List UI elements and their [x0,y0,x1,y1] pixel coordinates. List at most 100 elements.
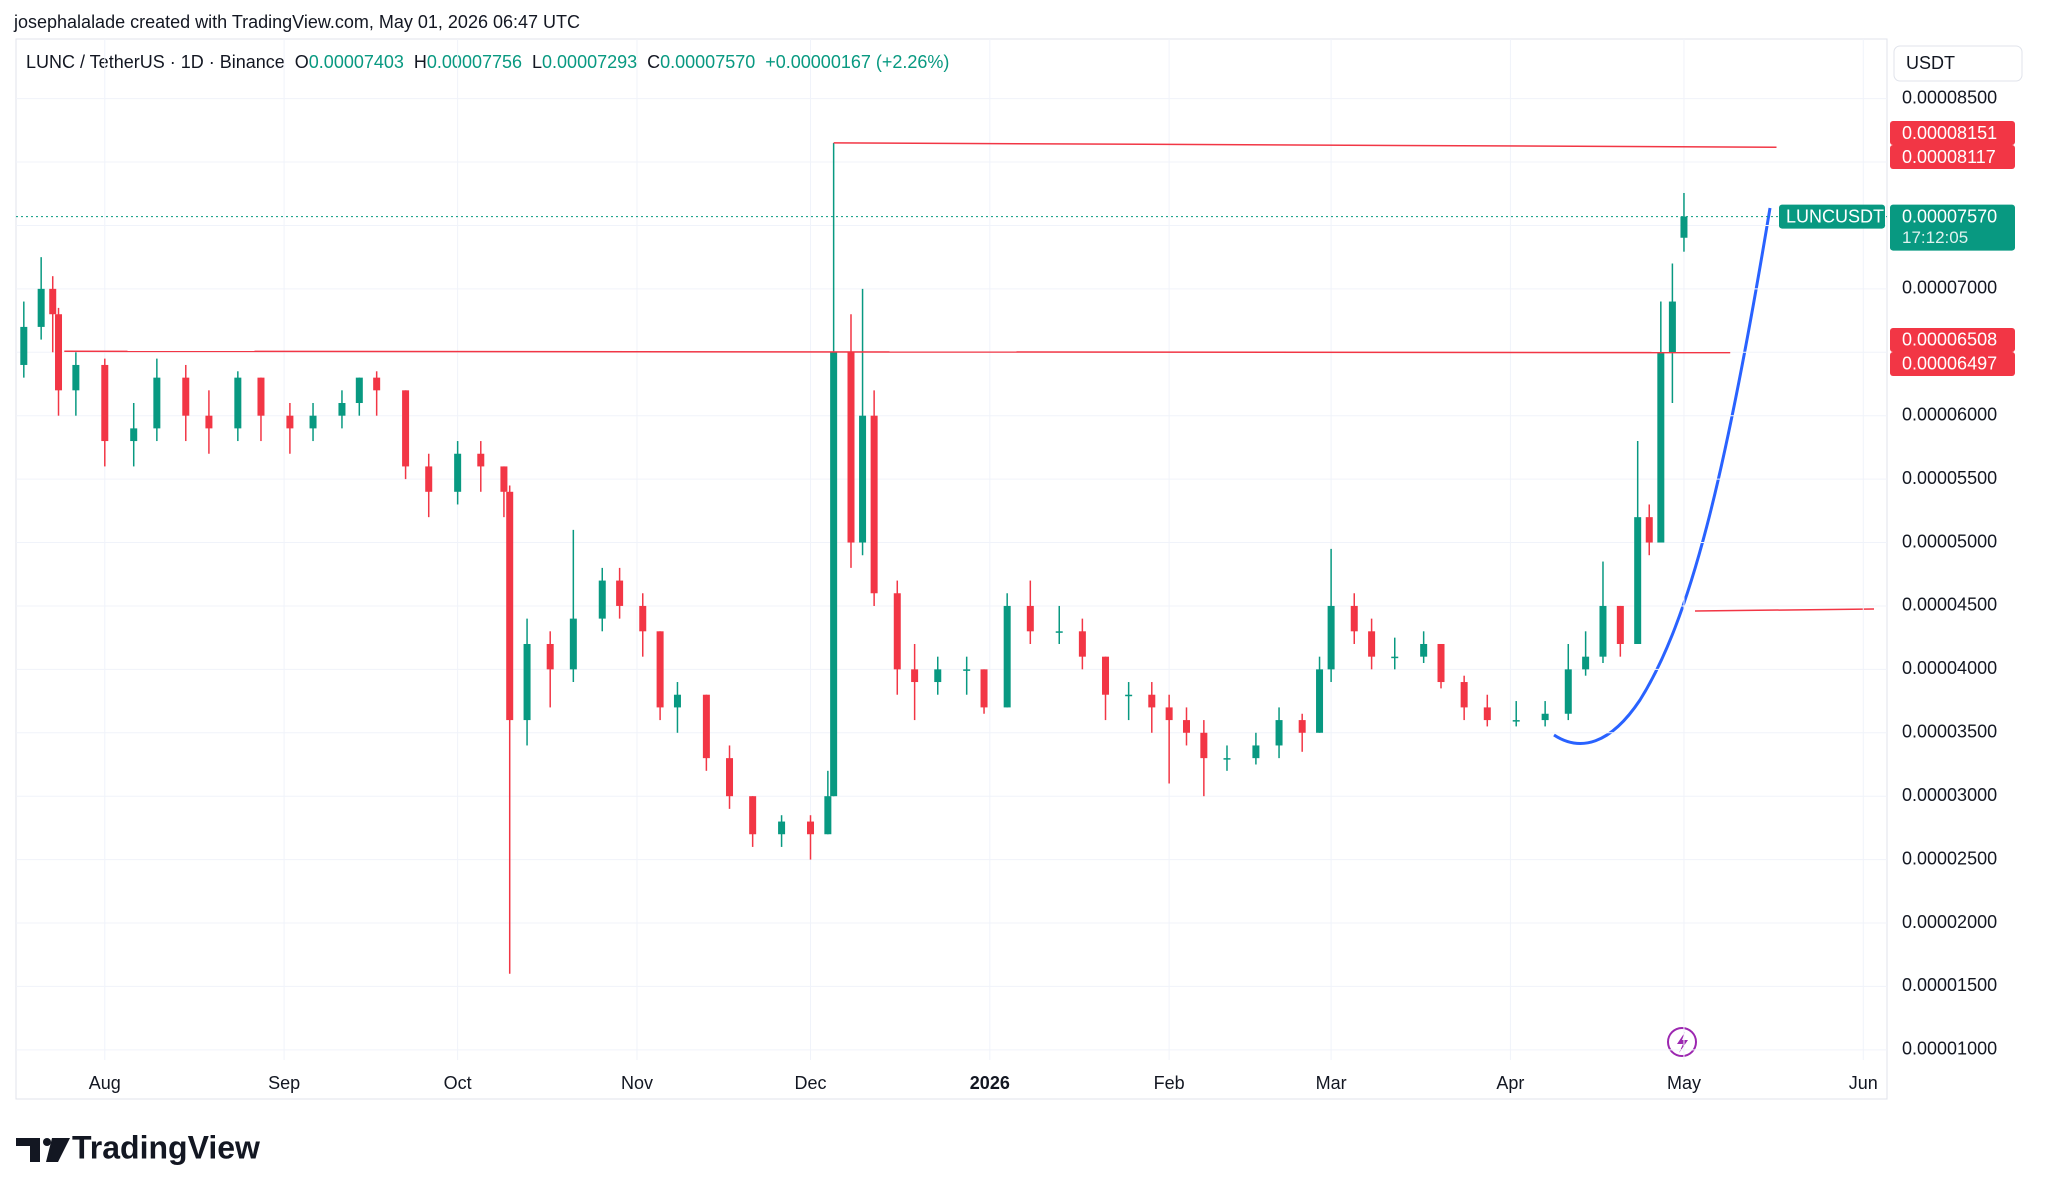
candle-body [1003,605,1011,708]
candle-body [355,377,363,404]
ohlc-key: L [532,52,543,72]
price-tag-label: 0.00006508 [1902,330,1997,350]
price-tag-label: 0.00007570 [1902,206,1997,226]
y-tick-label: 0.00007000 [1902,278,1997,298]
candle-body [824,796,832,835]
candle-body [726,758,734,797]
candle-body [55,314,63,391]
price-tag [1890,121,2015,146]
x-tick-label: Sep [268,1073,300,1093]
candle-body [1564,669,1572,714]
symbol: LUNC / TetherUS · 1D · Binance [26,52,285,72]
countdown: 17:12:05 [1902,228,1968,247]
x-tick-label: Apr [1496,1073,1524,1093]
candle-body [1460,682,1468,708]
candle-body [963,669,971,671]
candle-body [1634,517,1642,644]
level-line [64,350,1731,354]
ohlc-key: C [647,52,661,72]
candle-body [1420,643,1428,657]
candle-body [749,796,757,835]
candle-body [37,288,45,327]
candle-body [130,428,138,442]
marks [20,143,1688,974]
candle-body [101,364,109,442]
candle-body [1512,720,1520,722]
logo-text: TradingView [72,1129,260,1165]
candle-body [1148,694,1156,708]
ohlc-value: 0.00007756 [426,52,523,72]
candle-body [934,669,942,683]
candle-body [1668,301,1676,353]
candle-body [1165,707,1173,721]
candle-body [425,466,433,492]
ohlc-key: O [294,52,309,72]
candle-body [1078,631,1086,657]
candle-body [911,669,919,683]
y-tick-label: 0.00008500 [1902,87,1997,107]
candle-body [1645,517,1653,543]
candle-body [847,352,855,543]
candle-body [807,821,815,835]
x-tick-label: May [1667,1073,1701,1093]
currency-box[interactable] [1893,45,2023,82]
candle-body [49,288,57,315]
plot-frame [15,38,1888,1100]
logo: TradingView [16,1129,260,1165]
x-tick-label: Jun [1849,1073,1878,1093]
candle-body [1316,669,1324,733]
candle-body [830,352,838,797]
price-tag [1890,145,2015,170]
candle-body [870,415,878,594]
candle-body [338,403,346,416]
ohlc-value: 0.00007570 [660,52,756,72]
candle-body [20,326,28,365]
candle-body [546,643,554,670]
price-tag-label: 0.00006497 [1902,354,1997,374]
candle-body [1327,605,1335,670]
candle-body [1055,631,1063,633]
level-line [833,142,1777,148]
x-tick-label: 2026 [970,1073,1010,1093]
price-tag-label: 0.00008117 [1902,147,1996,167]
credit: josephalalade created with TradingView.c… [14,12,580,32]
candle-body [1026,605,1034,632]
candle-body [778,821,786,835]
candle-body [1582,656,1590,670]
candle-body [1680,216,1688,238]
candle-body [477,453,485,467]
event-bolt [1677,1032,1688,1053]
candle-body [153,377,161,429]
candle-body [673,694,681,708]
candle-body [506,491,514,721]
candle-body [1102,656,1110,695]
candle-body [1182,720,1190,733]
y-tick-label: 0.00001500 [1902,975,1997,995]
ohlc-value: 0.00007293 [542,52,638,72]
y-tick-label: 0.00006000 [1902,404,1997,424]
candle-body [373,377,381,391]
candle-body [1437,643,1445,683]
candle-body [309,415,317,429]
candle-body [454,453,462,492]
candle-body [1252,745,1260,759]
candle-body [980,669,988,708]
price-tag [1890,351,2015,376]
candle-body [257,377,265,416]
trend-line [1694,608,1875,612]
candle-body [523,643,531,721]
x-tick-label: Dec [794,1073,826,1093]
y-tick-label: 0.00003000 [1902,785,1997,805]
candle-body [1350,605,1358,632]
x-tick-label: Mar [1316,1073,1347,1093]
candle-body [1125,694,1133,697]
candle-body [500,466,508,492]
x-tick-label: Nov [621,1073,653,1093]
candle-body [205,415,213,429]
symbol-tag [1779,204,1885,229]
y-tick-label: 0.00001000 [1902,1039,1997,1059]
candle-body [1483,707,1491,721]
y-tick-label: 0.00004500 [1902,595,1997,615]
y-tick-label: 0.00004000 [1902,658,1997,678]
candle-body [1223,758,1231,760]
